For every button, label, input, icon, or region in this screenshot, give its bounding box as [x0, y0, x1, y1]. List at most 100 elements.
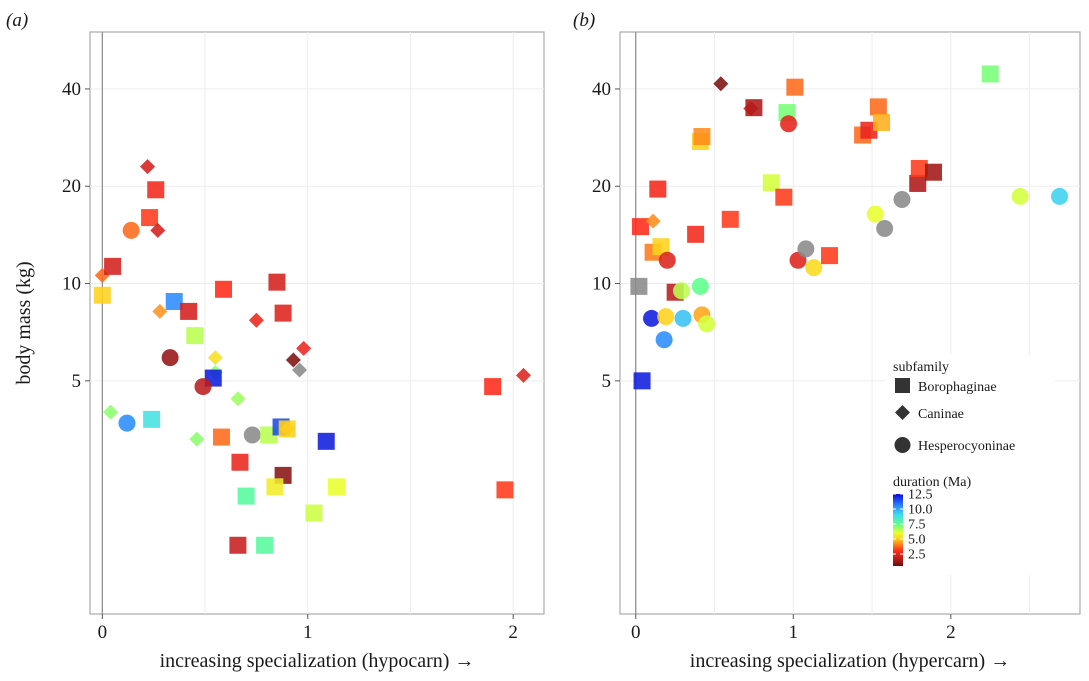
- point-borophaginae: [143, 410, 161, 428]
- panel-a-x-axis-label: increasing specialization (hypocarn) →: [160, 650, 475, 672]
- point-borophaginae: [630, 277, 648, 295]
- point-borophaginae: [649, 180, 667, 198]
- point-caninae: [207, 350, 223, 366]
- point-hesperocyoninae: [194, 378, 212, 396]
- point-caninae: [103, 404, 119, 420]
- point-borophaginae: [745, 99, 763, 117]
- legend-caninae-label: Caninae: [918, 407, 964, 422]
- point-hesperocyoninae: [643, 309, 661, 327]
- point-borophaginae: [237, 487, 255, 505]
- point-borophaginae: [981, 65, 999, 83]
- point-hesperocyoninae: [655, 331, 673, 349]
- point-borophaginae: [229, 536, 247, 554]
- colorbar-tick-label: 10.0: [908, 503, 933, 518]
- panel-b-label: (b): [573, 10, 595, 31]
- point-borophaginae: [652, 238, 670, 256]
- point-borophaginae: [910, 159, 928, 177]
- x-tick-label: 2: [946, 622, 956, 643]
- point-hesperocyoninae: [797, 240, 815, 258]
- x-tick-label: 0: [98, 622, 108, 643]
- point-borophaginae: [328, 478, 346, 496]
- x-tick-label: 1: [303, 622, 313, 643]
- point-borophaginae: [786, 78, 804, 96]
- point-hesperocyoninae: [691, 277, 709, 295]
- point-borophaginae: [231, 453, 249, 471]
- panel-a-label: (a): [6, 10, 28, 31]
- x-tick-label: 2: [508, 622, 518, 643]
- point-borophaginae: [721, 210, 739, 228]
- legend-circle-icon: [894, 437, 911, 453]
- panel-a-points: [93, 159, 531, 554]
- point-borophaginae: [484, 378, 502, 396]
- point-borophaginae: [305, 504, 323, 522]
- legend-hesperocyoninae-label: Hesperocyoninae: [918, 439, 1015, 454]
- point-hesperocyoninae: [780, 115, 798, 133]
- point-borophaginae: [93, 286, 111, 304]
- point-borophaginae: [873, 113, 891, 131]
- panel-b: (b) 5 10 20 40 0 1 2 increasing specializatio…: [573, 10, 1081, 672]
- point-borophaginae: [869, 98, 887, 116]
- point-hesperocyoninae: [876, 220, 894, 238]
- point-borophaginae: [687, 225, 705, 243]
- point-caninae: [230, 391, 246, 407]
- y-tick-label: 20: [592, 176, 611, 197]
- point-borophaginae: [633, 372, 651, 390]
- panel-b-y-ticks: 5 10 20 40: [592, 79, 620, 392]
- point-caninae: [152, 303, 168, 319]
- panel-b-points: [630, 65, 1069, 390]
- point-borophaginae: [496, 481, 514, 499]
- point-borophaginae: [104, 257, 122, 275]
- point-borophaginae: [693, 128, 711, 146]
- y-tick-label: 5: [72, 371, 82, 392]
- panel-b-x-ticks: 0 1 2: [631, 614, 956, 643]
- point-borophaginae: [165, 292, 183, 310]
- point-hesperocyoninae: [805, 259, 823, 277]
- y-tick-label: 5: [602, 371, 612, 392]
- point-borophaginae: [186, 327, 204, 345]
- point-caninae: [248, 312, 264, 328]
- y-tick-label: 10: [62, 274, 81, 295]
- y-axis-label: body mass (kg): [13, 261, 35, 384]
- legend-square-icon: [895, 378, 910, 393]
- panel-a: (a) 5 10 20 40 0 1 2 body mass (kg) increasin…: [6, 10, 545, 672]
- point-hesperocyoninae: [866, 205, 884, 223]
- panel-a-frame: [89, 31, 545, 615]
- colorbar-tick-label: 5.0: [908, 533, 926, 548]
- point-caninae: [150, 222, 166, 238]
- point-caninae: [713, 76, 729, 92]
- point-caninae: [645, 213, 661, 229]
- point-borophaginae: [317, 432, 335, 450]
- point-caninae: [140, 159, 156, 175]
- panel-b-x-axis-label: increasing specialization (hypercarn) →: [690, 650, 1010, 672]
- point-caninae: [296, 340, 312, 356]
- colorbar-tick-label: 2.5: [908, 548, 926, 563]
- y-tick-label: 40: [62, 79, 81, 100]
- point-hesperocyoninae: [1011, 187, 1029, 205]
- point-borophaginae: [762, 174, 780, 192]
- point-hesperocyoninae: [658, 251, 676, 269]
- point-hesperocyoninae: [122, 221, 140, 239]
- y-tick-label: 40: [592, 79, 611, 100]
- legend-subfamily-title: subfamily: [893, 360, 949, 375]
- point-borophaginae: [924, 163, 942, 181]
- point-hesperocyoninae: [1051, 187, 1069, 205]
- panel-a-y-ticks: 5 10 20 40: [62, 79, 90, 392]
- point-borophaginae: [775, 188, 793, 206]
- point-borophaginae: [215, 280, 233, 298]
- legend-colorbar-ticks: 12.510.07.55.02.5: [893, 488, 933, 563]
- point-hesperocyoninae: [161, 349, 179, 367]
- point-borophaginae: [274, 304, 292, 322]
- point-hesperocyoninae: [893, 190, 911, 208]
- point-borophaginae: [147, 181, 165, 199]
- point-hesperocyoninae: [698, 315, 716, 333]
- point-caninae: [515, 367, 531, 383]
- panel-a-grid: [90, 32, 544, 614]
- point-hesperocyoninae: [657, 308, 675, 326]
- legend-colorbar: [893, 494, 903, 566]
- point-borophaginae: [631, 218, 649, 236]
- colorbar-tick-label: 7.5: [908, 518, 926, 533]
- point-hesperocyoninae: [243, 426, 261, 444]
- x-tick-label: 1: [789, 622, 799, 643]
- legend: subfamily Borophaginae Caninae Hesperocy…: [885, 355, 1055, 575]
